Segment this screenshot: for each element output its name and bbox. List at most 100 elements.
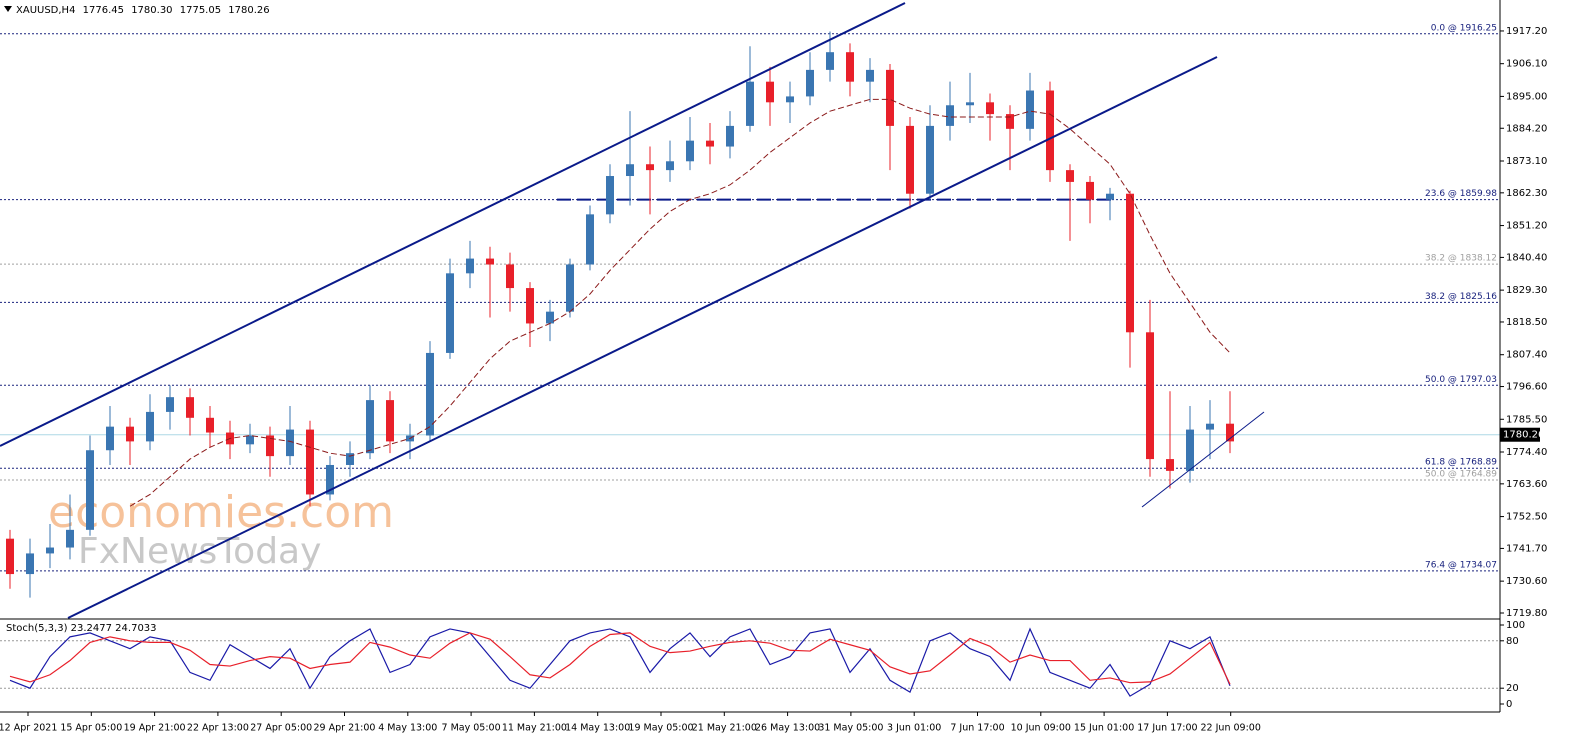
y-tick-label: 1895.00 bbox=[1506, 91, 1547, 102]
header-value: 1776.45 bbox=[83, 5, 124, 16]
candle-body bbox=[186, 397, 194, 418]
y-tick-label: 1807.40 bbox=[1506, 350, 1547, 361]
candle-body bbox=[506, 264, 514, 289]
x-tick-label: 15 Apr 05:00 bbox=[60, 723, 122, 734]
candle-body bbox=[846, 52, 854, 82]
candle-body bbox=[1026, 90, 1034, 129]
candle-body bbox=[746, 81, 754, 126]
y-tick-label: 1785.50 bbox=[1506, 414, 1547, 425]
y-tick-label: 1774.40 bbox=[1506, 447, 1547, 458]
y-tick-label: 1884.20 bbox=[1506, 123, 1547, 134]
candle-body bbox=[706, 140, 714, 147]
level-label: 0.0 @ 1916.25 bbox=[1431, 23, 1497, 33]
candle-body bbox=[566, 264, 574, 312]
level-label: 61.8 @ 1768.89 bbox=[1425, 458, 1497, 468]
candle-body bbox=[806, 69, 814, 97]
candle-body bbox=[1226, 423, 1234, 442]
candle-body bbox=[546, 311, 554, 324]
candle-body bbox=[26, 553, 34, 575]
header-value: 1780.26 bbox=[228, 5, 269, 16]
x-tick-label: 19 May 05:00 bbox=[628, 723, 693, 734]
candle-body bbox=[1006, 114, 1014, 129]
x-tick-label: 22 Apr 13:00 bbox=[187, 723, 249, 734]
x-tick-label: 17 Jun 17:00 bbox=[1137, 723, 1197, 734]
candle-body bbox=[1046, 90, 1054, 171]
candle-body bbox=[1206, 423, 1214, 430]
candle-body bbox=[66, 529, 74, 548]
candle-body bbox=[1066, 170, 1074, 182]
y-tick-label: 1840.40 bbox=[1506, 252, 1547, 263]
y-tick-label: 1906.10 bbox=[1506, 59, 1547, 70]
candle-body bbox=[386, 400, 394, 442]
candle-body bbox=[606, 176, 614, 215]
candle-body bbox=[1126, 193, 1134, 333]
x-tick-label: 12 Apr 2021 bbox=[0, 723, 57, 734]
candle-body bbox=[206, 417, 214, 433]
chart-title: XAUUSD,H4 bbox=[16, 5, 75, 16]
x-tick-label: 7 Jun 17:00 bbox=[950, 723, 1004, 734]
trend-line bbox=[1141, 411, 1265, 508]
candle-body bbox=[486, 258, 494, 265]
x-tick-label: 15 Jun 01:00 bbox=[1074, 723, 1134, 734]
candle-body bbox=[1166, 459, 1174, 471]
header-value: 1780.30 bbox=[131, 5, 172, 16]
y-tick-label: 1796.60 bbox=[1506, 382, 1547, 393]
candle-body bbox=[86, 450, 94, 530]
candle-body bbox=[726, 125, 734, 147]
candle-body bbox=[946, 105, 954, 126]
y-tick-label: 20 bbox=[1506, 683, 1519, 694]
y-tick-label: 100 bbox=[1506, 620, 1525, 631]
indicator-title: Stoch(5,3,3) 23.2477 24.7033 bbox=[6, 623, 157, 634]
x-tick-label: 4 May 13:00 bbox=[378, 723, 437, 734]
x-tick-label: 26 May 13:00 bbox=[755, 723, 820, 734]
candle-body bbox=[1186, 429, 1194, 471]
candle-body bbox=[6, 538, 14, 575]
candle-body bbox=[626, 164, 634, 177]
candle-body bbox=[526, 288, 534, 324]
candle-body bbox=[46, 547, 54, 554]
candle-body bbox=[286, 429, 294, 457]
y-tick-label: 80 bbox=[1506, 636, 1519, 647]
x-tick-label: 14 May 13:00 bbox=[565, 723, 630, 734]
header-value: 1775.05 bbox=[180, 5, 221, 16]
y-tick-label: 1730.60 bbox=[1506, 576, 1547, 587]
level-label: 76.4 @ 1734.07 bbox=[1425, 560, 1497, 570]
candle-body bbox=[786, 96, 794, 103]
candle-body bbox=[426, 352, 434, 436]
candle-body bbox=[686, 140, 694, 162]
candle-body bbox=[1086, 181, 1094, 200]
stoch-line bbox=[9, 632, 1231, 685]
candle-body bbox=[146, 411, 154, 442]
y-tick-label: 1719.80 bbox=[1506, 608, 1547, 619]
candle-body bbox=[306, 429, 314, 495]
y-tick-label: 1862.30 bbox=[1506, 188, 1547, 199]
candle-body bbox=[346, 453, 354, 465]
candle-body bbox=[366, 400, 374, 454]
candle-body bbox=[986, 102, 994, 115]
candle-body bbox=[886, 69, 894, 126]
chart-header: XAUUSD,H4 1776.45 1780.30 1775.05 1780.2… bbox=[16, 5, 270, 16]
x-tick-label: 29 Apr 21:00 bbox=[314, 723, 376, 734]
candle-body bbox=[866, 69, 874, 82]
candle-body bbox=[646, 164, 654, 171]
candle-body bbox=[466, 258, 474, 274]
candle-body bbox=[1146, 332, 1154, 460]
candle-body bbox=[966, 102, 974, 106]
level-label: 38.2 @ 1825.16 bbox=[1425, 292, 1497, 302]
moving-average bbox=[129, 98, 1231, 507]
watermark: economies.com FxNewsToday bbox=[48, 487, 394, 572]
trend-line bbox=[67, 56, 1218, 619]
candle-body bbox=[766, 81, 774, 103]
candle-body bbox=[326, 464, 334, 495]
candle-body bbox=[266, 435, 274, 457]
candle-body bbox=[906, 125, 914, 194]
candle-body bbox=[446, 273, 454, 353]
candle-body bbox=[166, 397, 174, 412]
stoch-line bbox=[9, 627, 1231, 697]
last-price-label: 1780.26 bbox=[1503, 430, 1544, 441]
menu-arrow bbox=[4, 6, 12, 12]
x-tick-label: 11 May 21:00 bbox=[502, 723, 567, 734]
x-tick-label: 22 Jun 09:00 bbox=[1201, 723, 1261, 734]
